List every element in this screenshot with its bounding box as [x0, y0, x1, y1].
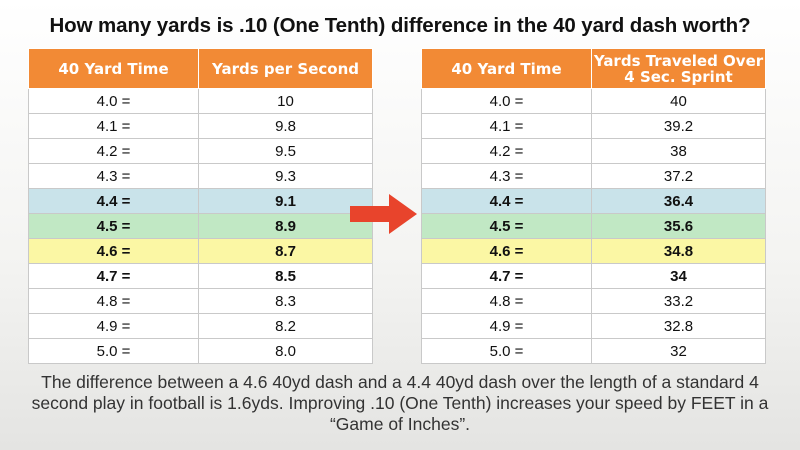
- cell-value: 8.5: [198, 263, 373, 289]
- yards-per-second-table: 40 Yard Time Yards per Second 4.0 = 10 4.1…: [28, 48, 373, 364]
- cell-40-yard-time: 4.0 =: [28, 88, 199, 114]
- column-header-yards-traveled: Yards Traveled Over 4 Sec. Sprint: [591, 48, 766, 89]
- column-header-yards-per-second: Yards per Second: [198, 48, 373, 89]
- table-header-row: 40 Yard Time Yards per Second: [28, 48, 373, 89]
- cell-40-yard-time: 4.5 =: [421, 213, 592, 239]
- cell-value: 9.3: [198, 163, 373, 189]
- cell-value: 35.6: [591, 213, 766, 239]
- cell-value: 9.1: [198, 188, 373, 214]
- table-header-row: 40 Yard Time Yards Traveled Over 4 Sec. …: [421, 48, 766, 89]
- cell-value: 8.7: [198, 238, 373, 264]
- cell-40-yard-time: 4.6 =: [421, 238, 592, 264]
- cell-40-yard-time: 4.7 =: [421, 263, 592, 289]
- cell-value: 32.8: [591, 313, 766, 339]
- cell-value: 8.3: [198, 288, 373, 314]
- slide-title: How many yards is .10 (One Tenth) differ…: [49, 14, 751, 37]
- cell-40-yard-time: 4.1 =: [28, 113, 199, 139]
- table-row: 4.1 = 9.8: [28, 113, 373, 139]
- cell-value: 40: [591, 88, 766, 114]
- table-row: 4.3 = 37.2: [421, 163, 766, 189]
- table-row: 4.0 = 10: [28, 88, 373, 114]
- table-row: 4.7 = 34: [421, 263, 766, 289]
- table-row: 4.2 = 38: [421, 138, 766, 164]
- cell-value: 34.8: [591, 238, 766, 264]
- table-row: 4.9 = 8.2: [28, 313, 373, 339]
- cell-40-yard-time: 4.0 =: [421, 88, 592, 114]
- cell-value: 8.2: [198, 313, 373, 339]
- table-row: 4.4 = 36.4: [421, 188, 766, 214]
- cell-value: 8.0: [198, 338, 373, 364]
- cell-40-yard-time: 4.4 =: [28, 188, 199, 214]
- cell-40-yard-time: 4.9 =: [28, 313, 199, 339]
- cell-value: 32: [591, 338, 766, 364]
- cell-40-yard-time: 4.2 =: [28, 138, 199, 164]
- table-row: 4.9 = 32.8: [421, 313, 766, 339]
- table-row: 4.2 = 9.5: [28, 138, 373, 164]
- table-row: 4.5 = 35.6: [421, 213, 766, 239]
- cell-value: 8.9: [198, 213, 373, 239]
- cell-40-yard-time: 4.8 =: [421, 288, 592, 314]
- table-row: 4.6 = 8.7: [28, 238, 373, 264]
- right-arrow-icon: [350, 194, 417, 234]
- cell-40-yard-time: 4.5 =: [28, 213, 199, 239]
- cell-40-yard-time: 4.2 =: [421, 138, 592, 164]
- cell-value: 38: [591, 138, 766, 164]
- table-row: 4.1 = 39.2: [421, 113, 766, 139]
- column-header-40-yard-time: 40 Yard Time: [421, 48, 592, 89]
- cell-value: 39.2: [591, 113, 766, 139]
- cell-value: 34: [591, 263, 766, 289]
- cell-value: 10: [198, 88, 373, 114]
- cell-40-yard-time: 4.8 =: [28, 288, 199, 314]
- cell-40-yard-time: 4.7 =: [28, 263, 199, 289]
- cell-value: 36.4: [591, 188, 766, 214]
- cell-40-yard-time: 4.3 =: [421, 163, 592, 189]
- cell-value: 9.8: [198, 113, 373, 139]
- table-row: 4.8 = 33.2: [421, 288, 766, 314]
- table-row: 5.0 = 8.0: [28, 338, 373, 364]
- cell-40-yard-time: 5.0 =: [421, 338, 592, 364]
- cell-40-yard-time: 4.9 =: [421, 313, 592, 339]
- cell-value: 37.2: [591, 163, 766, 189]
- table-row: 4.3 = 9.3: [28, 163, 373, 189]
- cell-40-yard-time: 4.1 =: [421, 113, 592, 139]
- cell-40-yard-time: 4.3 =: [28, 163, 199, 189]
- cell-40-yard-time: 4.4 =: [421, 188, 592, 214]
- cell-value: 9.5: [198, 138, 373, 164]
- table-row: 4.0 = 40: [421, 88, 766, 114]
- table-row: 4.7 = 8.5: [28, 263, 373, 289]
- column-header-40-yard-time: 40 Yard Time: [28, 48, 199, 89]
- cell-40-yard-time: 4.6 =: [28, 238, 199, 264]
- table-row: 5.0 = 32: [421, 338, 766, 364]
- table-row: 4.4 = 9.1: [28, 188, 373, 214]
- table-row: 4.6 = 34.8: [421, 238, 766, 264]
- table-row: 4.5 = 8.9: [28, 213, 373, 239]
- cell-value: 33.2: [591, 288, 766, 314]
- yards-traveled-table: 40 Yard Time Yards Traveled Over 4 Sec. …: [421, 48, 766, 364]
- cell-40-yard-time: 5.0 =: [28, 338, 199, 364]
- footer-explanation: The difference between a 4.6 40yd dash a…: [31, 372, 769, 434]
- table-row: 4.8 = 8.3: [28, 288, 373, 314]
